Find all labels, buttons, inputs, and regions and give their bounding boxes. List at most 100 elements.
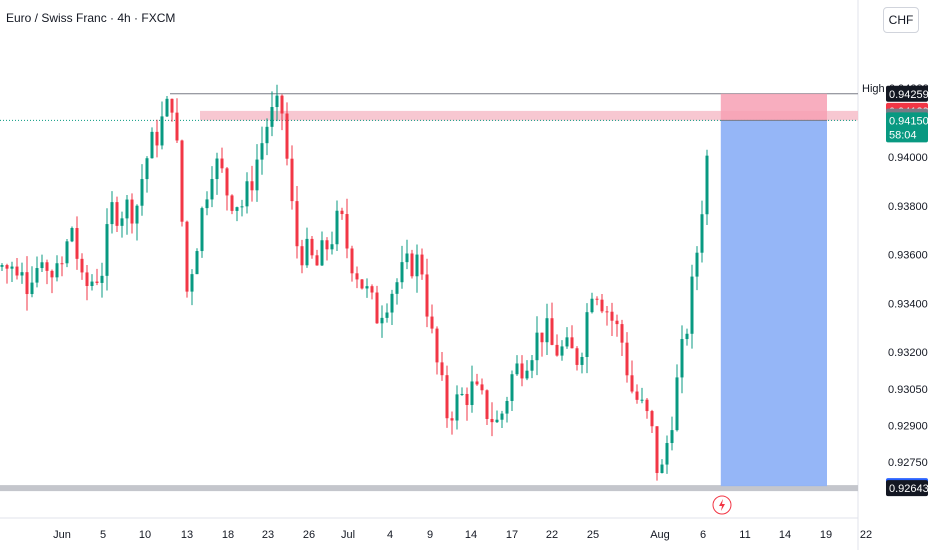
candle-body	[350, 248, 354, 274]
candle-body	[625, 342, 629, 376]
candle-body	[265, 126, 269, 144]
candle-body	[230, 195, 234, 211]
candle-body	[30, 282, 34, 295]
take-profit-zone[interactable]	[720, 120, 827, 487]
candle-body	[530, 360, 534, 371]
candle-body	[520, 363, 524, 379]
candle-body	[155, 131, 159, 146]
candle-body	[115, 202, 119, 226]
candle-body	[505, 400, 509, 414]
candle-body	[445, 375, 449, 419]
candle-body	[395, 282, 399, 294]
candle-body	[105, 224, 109, 276]
candle-body	[0, 265, 4, 267]
candle-body	[635, 391, 639, 400]
candle-body	[95, 281, 99, 283]
candle-body	[260, 143, 264, 160]
candle-body	[315, 255, 319, 266]
candle-body	[100, 275, 104, 283]
candle-body	[50, 270, 54, 278]
time-tick-label: 17	[506, 529, 518, 541]
candle-body	[40, 262, 44, 269]
candle-body	[605, 311, 609, 313]
symbol-title[interactable]: Euro / Swiss Franc · 4h · FXCM	[6, 11, 176, 25]
time-tick-label: 23	[262, 529, 274, 541]
time-tick-label: 10	[139, 529, 151, 541]
candle-body	[465, 393, 469, 406]
candle-body	[200, 208, 204, 252]
candle-body	[535, 332, 539, 361]
candle-body	[380, 317, 384, 324]
candle-body	[330, 244, 334, 250]
candle-body	[185, 221, 189, 292]
candle-body	[255, 159, 259, 191]
candle-body	[135, 205, 139, 224]
candle-body	[60, 263, 64, 265]
price-tick-label: 0.92750	[888, 457, 928, 469]
candle-body	[440, 362, 444, 376]
candle-body	[250, 181, 254, 191]
candle-body	[270, 107, 274, 127]
price-tick-label: 0.94000	[888, 152, 928, 164]
price-tick-label: 0.92900	[888, 420, 928, 432]
candle-body	[300, 246, 304, 266]
price-tag-value: 0.92643	[889, 483, 929, 495]
candle-body	[540, 332, 544, 343]
resistance-band	[200, 110, 858, 121]
candle-body	[370, 286, 374, 293]
time-tick-label: 13	[181, 529, 193, 541]
candle-body	[140, 179, 144, 206]
candle-body	[245, 181, 249, 207]
candle-body	[385, 312, 389, 318]
candle-body	[150, 131, 154, 159]
candle-body	[555, 344, 559, 356]
candle-body	[480, 384, 484, 391]
candle-body	[375, 292, 379, 324]
high-label-bg	[859, 80, 885, 97]
candle-body	[565, 337, 569, 347]
candle-body	[190, 274, 194, 292]
candle-body	[85, 272, 89, 286]
candle-body	[670, 430, 674, 444]
candle-body	[160, 116, 164, 146]
candle-body	[680, 339, 684, 378]
candle-body	[345, 214, 349, 249]
candle-body	[405, 253, 409, 263]
high-label: High	[862, 83, 885, 95]
candle-body	[470, 381, 474, 406]
price-tick-label: 0.93200	[888, 347, 928, 359]
currency-button[interactable]: CHF	[883, 7, 919, 33]
candle-body	[20, 272, 24, 276]
candle-body	[450, 418, 454, 421]
candle-body	[25, 272, 29, 295]
time-tick-label: 19	[820, 529, 832, 541]
candle-body	[325, 240, 329, 250]
time-tick-label: 11	[739, 529, 750, 541]
price-tick-label: 0.93800	[888, 201, 928, 213]
candle-body	[500, 413, 504, 420]
candle-body	[695, 252, 699, 277]
candle-body	[275, 95, 279, 108]
candle-body	[645, 399, 649, 412]
time-tick-label: Aug	[650, 529, 670, 541]
stop-loss-zone[interactable]	[720, 93, 827, 121]
candle-body	[280, 95, 284, 114]
candle-body	[475, 381, 479, 385]
price-tick-label: 0.93400	[888, 298, 928, 310]
candle-body	[675, 377, 679, 431]
candle-body	[225, 168, 229, 196]
candle-body	[215, 158, 219, 180]
candle-body	[365, 286, 369, 289]
candle-body	[400, 262, 404, 283]
candle-body	[235, 207, 239, 211]
candle-body	[560, 346, 564, 356]
price-tag-value: 0.94259	[889, 89, 929, 101]
time-tick-label: 14	[779, 529, 791, 541]
candle-body	[460, 393, 464, 395]
time-tick-label: Jul	[341, 529, 355, 541]
candle-body	[515, 363, 519, 375]
candle-body	[490, 418, 494, 423]
candle-body	[510, 374, 514, 401]
